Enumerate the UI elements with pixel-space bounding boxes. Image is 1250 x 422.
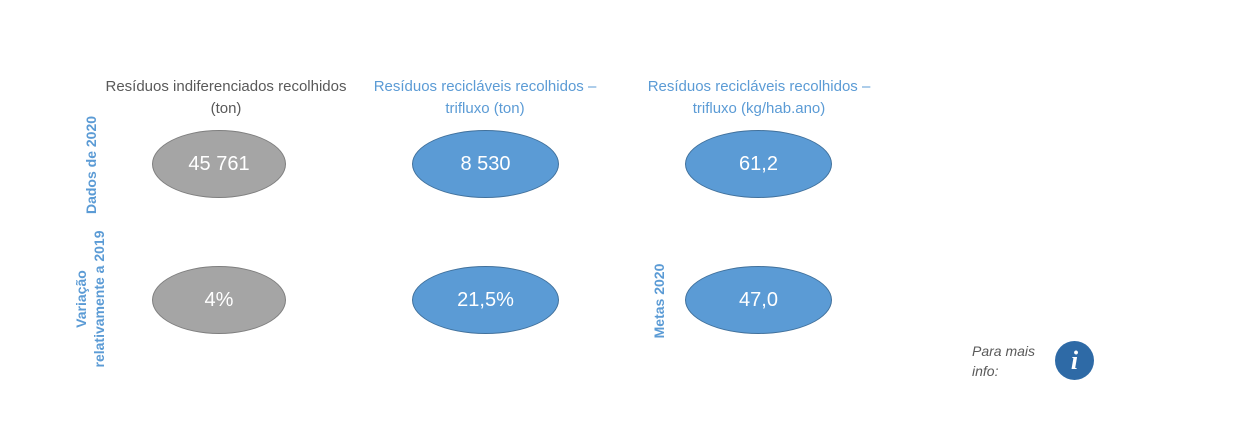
value-text: 21,5%: [457, 288, 514, 311]
row-label-variacao-2019: Variação relativamente a 2019: [73, 230, 107, 368]
row-label-dados-2020: Dados de 2020: [83, 115, 99, 215]
value-reciclaveis-kg-2020: 61,2: [685, 130, 832, 198]
value-indiferenciados-variacao: 4%: [152, 266, 286, 334]
value-text: 4%: [204, 288, 234, 311]
header-reciclaveis-kg: Resíduos recicláveis recolhidos – triflu…: [647, 78, 871, 117]
value-reciclaveis-ton-variacao: 21,5%: [412, 266, 559, 334]
value-text: 45 761: [188, 152, 250, 175]
header-reciclaveis-ton: Resíduos recicláveis recolhidos – triflu…: [373, 78, 597, 117]
value-metas-2020: 47,0: [685, 266, 832, 334]
value-text: 8 530: [460, 152, 511, 175]
header-indiferenciados: Resíduos indiferenciados recolhidos (ton…: [105, 78, 347, 117]
info-label: Para mais info:: [972, 343, 1036, 379]
value-text: 47,0: [739, 288, 778, 311]
value-text: 61,2: [739, 152, 778, 175]
value-reciclaveis-ton-2020: 8 530: [412, 130, 559, 198]
row-label-metas-2020: Metas 2020: [651, 263, 667, 339]
info-icon[interactable]: i: [1055, 341, 1094, 380]
value-indiferenciados-2020: 45 761: [152, 130, 286, 198]
info-icon-glyph: i: [1070, 345, 1079, 375]
